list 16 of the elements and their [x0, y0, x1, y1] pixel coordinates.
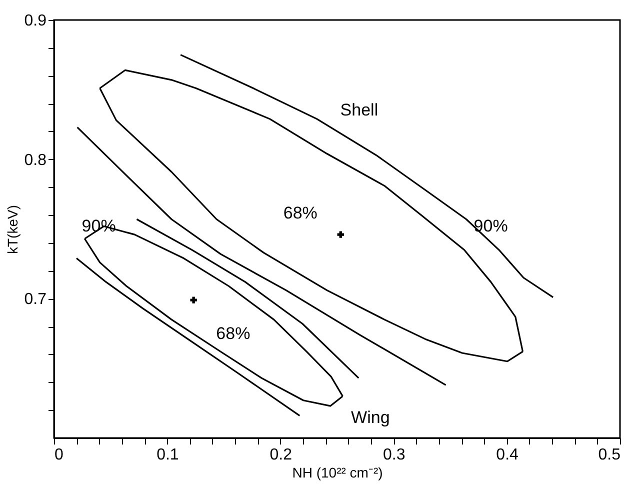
y-tick-label: 0.7	[24, 291, 47, 308]
annotation: 90%	[474, 216, 508, 236]
x-tick-label: 0.5	[598, 446, 621, 464]
annotation: Shell	[340, 100, 378, 120]
annotation: 68%	[216, 324, 250, 343]
y-tick-label: 0.9	[24, 12, 47, 30]
x-tick-label: 0	[54, 446, 64, 464]
annotation: 68%	[283, 204, 318, 222]
y-axis-title: kT(keV)	[4, 205, 20, 254]
x-tick-label: 0.2	[270, 446, 292, 464]
x-tick-label: 0.4	[496, 446, 519, 464]
annotation: Wing	[351, 408, 390, 427]
x-tick-label: 0.1	[156, 446, 179, 464]
x-axis-title: NH (10²² cm⁻²)	[292, 464, 383, 480]
x-tick-label: 0.3	[382, 446, 406, 464]
y-tick-label: 0.8	[24, 152, 47, 169]
